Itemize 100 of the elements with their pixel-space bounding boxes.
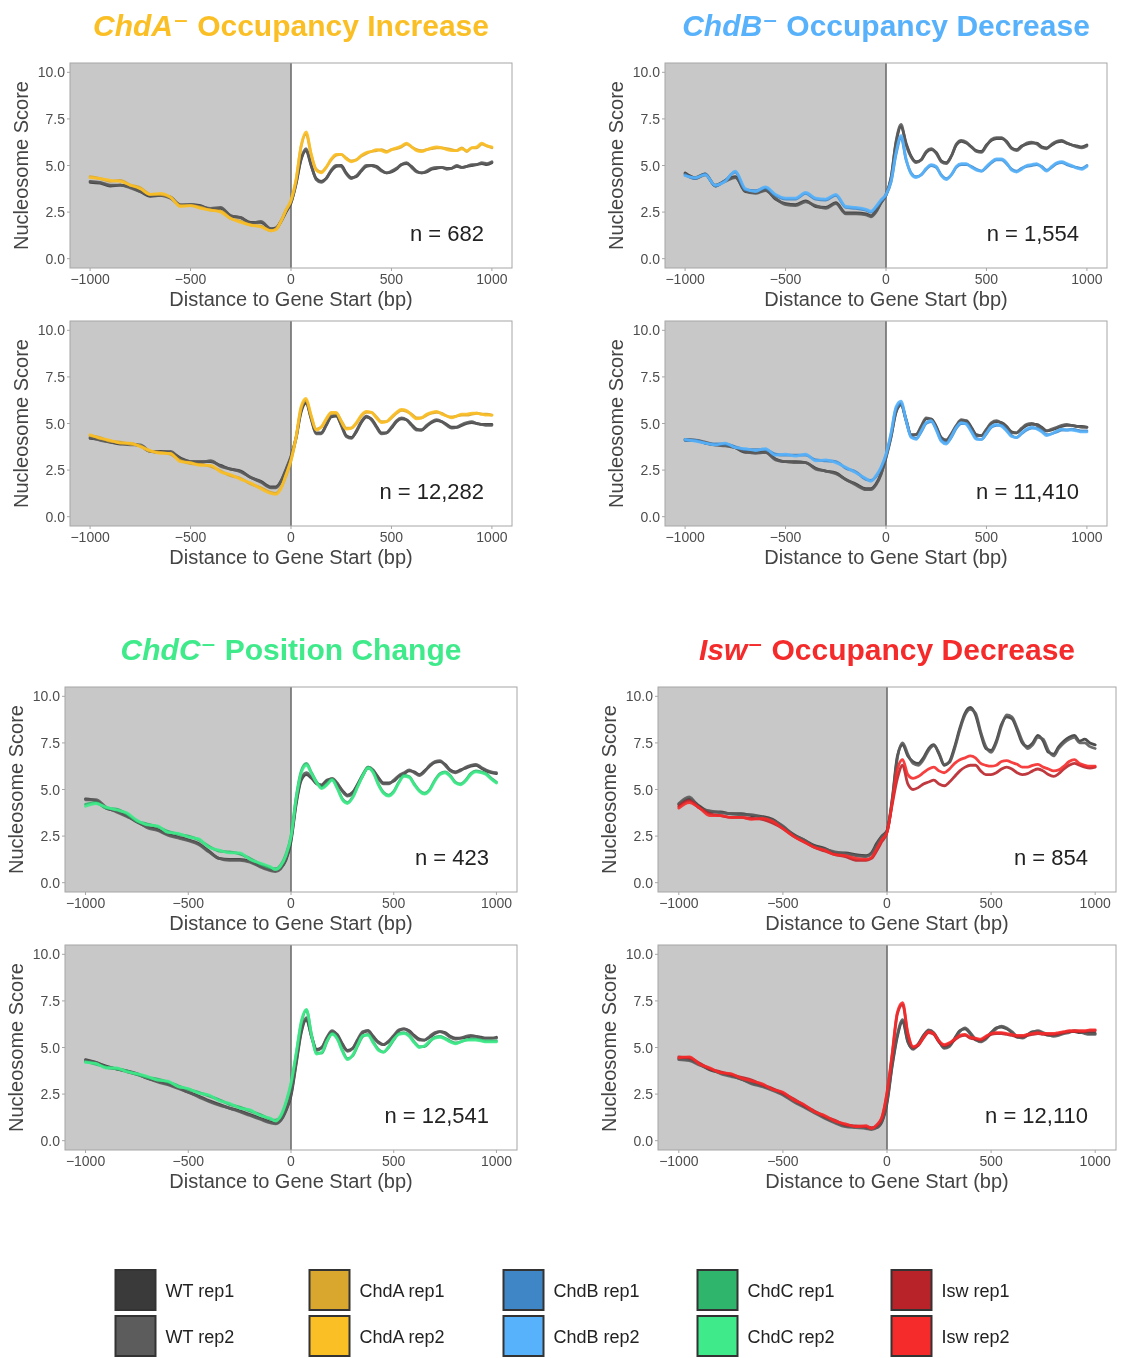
x-axis-title: Distance to Gene Start (bp)	[764, 546, 1008, 568]
y-tick-label: 0.0	[633, 1132, 654, 1149]
x-tick-label: −1000	[70, 271, 110, 287]
y-tick-label: 5.0	[640, 415, 661, 432]
chart-title: Isw⁻ Occupancy Decrease	[698, 633, 1076, 666]
x-tick-label: 0	[287, 895, 296, 911]
y-tick-label: 7.5	[45, 110, 66, 127]
x-tick-label: −1000	[659, 1153, 699, 1169]
y-axis-title: Nucleosome Score	[605, 339, 627, 508]
legend-label: ChdC rep1	[747, 1281, 835, 1301]
legend-label: ChdA rep1	[359, 1281, 445, 1301]
x-tick-label: 0	[883, 895, 892, 911]
y-tick-label: 5.0	[45, 415, 66, 432]
legend-label: Isw rep1	[941, 1281, 1010, 1301]
x-tick-label: 500	[382, 895, 406, 911]
x-tick-label: −500	[174, 271, 207, 287]
x-tick-label: −500	[172, 1153, 205, 1169]
chart-title: ChdB⁻ Occupancy Decrease	[682, 9, 1090, 42]
legend-label: ChdC rep2	[747, 1327, 835, 1347]
x-tick-label: 0	[287, 1153, 296, 1169]
x-tick-label: −1000	[659, 895, 699, 911]
y-tick-label: 2.5	[45, 204, 66, 221]
x-axis-title: Distance to Gene Start (bp)	[169, 1170, 413, 1192]
legend-label: ChdB rep2	[553, 1327, 640, 1347]
y-tick-label: 2.5	[633, 1086, 654, 1103]
x-tick-label: 1000	[1071, 271, 1103, 287]
y-axis-title: Nucleosome Score	[10, 339, 32, 508]
y-tick-label: 5.0	[40, 1039, 61, 1056]
x-tick-label: 0	[882, 271, 891, 287]
x-tick-label: 500	[974, 271, 999, 287]
x-tick-label: −500	[769, 271, 802, 287]
x-tick-label: 1000	[476, 271, 508, 287]
y-tick-label: 0.0	[40, 1132, 61, 1149]
x-tick-label: 500	[979, 1153, 1003, 1169]
chart-title: ChdA⁻ Occupancy Increase	[93, 9, 489, 42]
y-tick-label: 10.0	[632, 64, 661, 81]
y-tick-label: 7.5	[633, 992, 654, 1009]
annotation: n = 682	[409, 221, 484, 246]
y-tick-label: 2.5	[40, 1086, 61, 1103]
y-axis-title: Nucleosome Score	[5, 963, 27, 1132]
y-tick-label: 10.0	[37, 322, 66, 339]
x-tick-label: 500	[379, 529, 404, 545]
y-tick-label: 7.5	[45, 368, 66, 385]
x-axis-title: Distance to Gene Start (bp)	[765, 912, 1009, 934]
x-tick-label: −1000	[65, 1153, 106, 1169]
y-axis-title: Nucleosome Score	[598, 705, 620, 874]
x-axis-title: Distance to Gene Start (bp)	[169, 912, 413, 934]
x-tick-label: −1000	[665, 529, 705, 545]
legend-label: WT rep1	[165, 1281, 235, 1301]
y-axis-title: Nucleosome Score	[598, 963, 620, 1132]
x-tick-label: −500	[767, 1153, 799, 1169]
y-tick-label: 2.5	[640, 462, 661, 479]
y-tick-label: 2.5	[633, 828, 654, 845]
x-tick-label: 500	[379, 271, 404, 287]
x-tick-label: −500	[767, 895, 799, 911]
y-tick-label: 2.5	[45, 462, 66, 479]
x-tick-label: −500	[172, 895, 205, 911]
y-tick-label: 10.0	[37, 64, 66, 81]
y-tick-label: 5.0	[633, 781, 654, 798]
y-tick-label: 7.5	[640, 368, 661, 385]
y-axis-title: Nucleosome Score	[605, 81, 627, 250]
x-axis-title: Distance to Gene Start (bp)	[169, 546, 413, 568]
legend-label: WT rep2	[165, 1327, 235, 1347]
legend-label: ChdB rep1	[553, 1281, 640, 1301]
y-tick-label: 7.5	[40, 734, 61, 751]
x-tick-label: 500	[974, 529, 999, 545]
x-tick-label: −1000	[665, 271, 705, 287]
x-tick-label: −500	[174, 529, 207, 545]
annotation: n = 11,410	[976, 479, 1079, 504]
x-tick-label: 500	[979, 895, 1003, 911]
y-tick-label: 5.0	[40, 781, 61, 798]
y-tick-label: 2.5	[40, 828, 61, 845]
y-axis-title: Nucleosome Score	[10, 81, 32, 250]
y-tick-label: 0.0	[40, 874, 61, 891]
x-tick-label: 0	[883, 1153, 892, 1169]
annotation: n = 12,110	[985, 1103, 1088, 1128]
x-tick-label: 1000	[480, 895, 513, 911]
x-tick-label: −500	[769, 529, 802, 545]
legend-label: Isw rep2	[941, 1327, 1010, 1347]
annotation: n = 1,554	[986, 221, 1079, 246]
annotation: n = 12,282	[379, 479, 484, 504]
x-tick-label: 500	[382, 1153, 406, 1169]
y-tick-label: 2.5	[640, 204, 661, 221]
y-tick-label: 10.0	[625, 946, 654, 963]
y-tick-label: 0.0	[640, 508, 661, 525]
y-tick-label: 0.0	[45, 250, 66, 267]
x-tick-label: 1000	[1071, 529, 1103, 545]
y-tick-label: 10.0	[32, 688, 61, 705]
y-tick-label: 5.0	[633, 1039, 654, 1056]
annotation: n = 854	[1013, 845, 1088, 870]
annotation: n = 12,541	[384, 1103, 489, 1128]
x-tick-label: 0	[287, 271, 296, 287]
y-tick-label: 10.0	[625, 688, 654, 705]
x-tick-label: −1000	[70, 529, 110, 545]
y-tick-label: 7.5	[640, 110, 661, 127]
y-tick-label: 5.0	[45, 157, 66, 174]
x-tick-label: 1000	[1079, 1153, 1111, 1169]
y-tick-label: 10.0	[32, 946, 61, 963]
legend-label: ChdA rep2	[359, 1327, 445, 1347]
y-tick-label: 0.0	[45, 508, 66, 525]
